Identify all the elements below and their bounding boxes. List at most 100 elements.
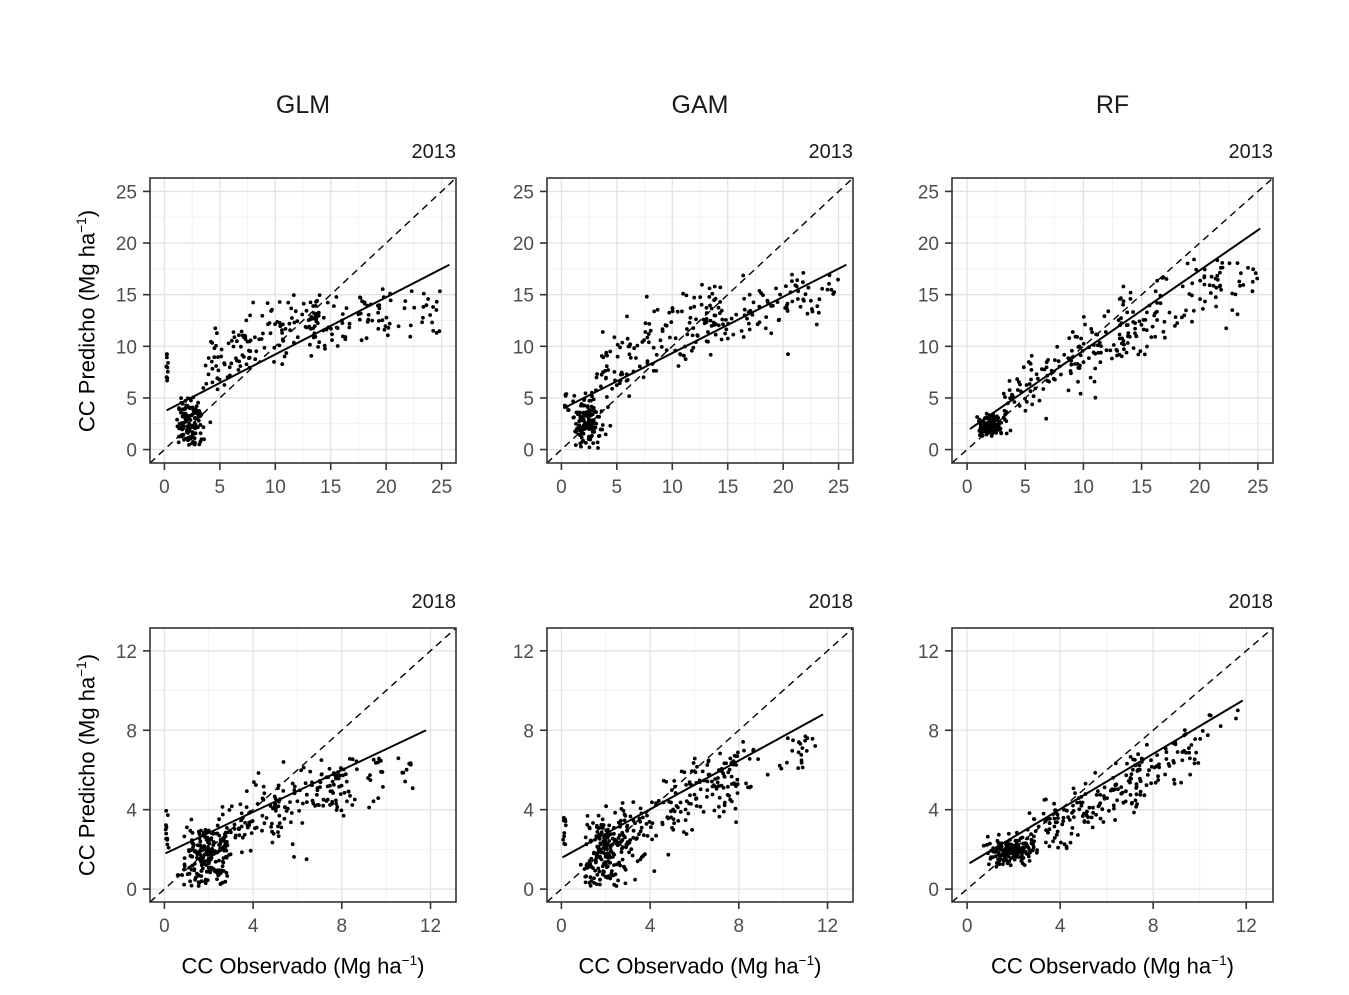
point — [688, 315, 693, 320]
y-tick-label: 8 — [928, 721, 939, 742]
point — [225, 826, 229, 830]
point — [327, 766, 332, 771]
point — [1044, 828, 1048, 832]
point — [663, 323, 668, 327]
point — [632, 346, 637, 351]
point — [1032, 834, 1036, 839]
point — [301, 801, 305, 806]
y-tick-label: 12 — [116, 642, 137, 663]
point — [625, 841, 630, 846]
point — [1094, 793, 1099, 797]
point — [988, 856, 993, 861]
point — [810, 736, 815, 741]
point — [713, 296, 718, 301]
point — [1121, 284, 1126, 289]
panel-glm-2013: 0 5 10 15 20 25 0 5 10 15 20 25 — [116, 177, 457, 498]
point — [376, 796, 381, 800]
point — [271, 831, 276, 836]
point — [675, 309, 680, 314]
x-axis-ticks: 0 5 10 15 20 25 — [159, 463, 452, 498]
point — [262, 821, 267, 826]
point — [1108, 348, 1113, 353]
point — [226, 341, 231, 346]
point — [644, 294, 649, 299]
point — [832, 290, 837, 294]
point — [1180, 284, 1185, 289]
regression-line — [165, 729, 427, 855]
point — [592, 876, 596, 881]
point — [1015, 377, 1020, 382]
point — [825, 287, 830, 292]
point — [242, 355, 246, 359]
point — [585, 814, 590, 818]
point — [687, 780, 692, 785]
point — [303, 781, 308, 786]
point — [165, 369, 170, 374]
point — [1021, 365, 1026, 370]
point — [239, 824, 244, 829]
point — [612, 863, 616, 867]
grid-minor — [952, 178, 1273, 463]
point — [1053, 358, 1057, 362]
point — [1152, 313, 1157, 318]
y-tick-label: 5 — [928, 389, 939, 410]
point — [1079, 336, 1083, 341]
point — [562, 831, 567, 835]
point — [227, 853, 231, 857]
point — [1127, 334, 1132, 339]
point — [1107, 808, 1111, 813]
panel-border — [951, 177, 1274, 464]
point — [1136, 752, 1140, 757]
point — [1062, 842, 1067, 847]
point — [610, 836, 615, 841]
point — [276, 783, 281, 788]
point — [325, 300, 330, 305]
point — [1077, 807, 1082, 812]
point — [998, 857, 1003, 862]
point — [1125, 323, 1130, 327]
point — [579, 444, 583, 449]
y-tick-label: 10 — [116, 337, 137, 358]
point — [608, 423, 613, 428]
point — [1173, 742, 1178, 747]
point — [322, 343, 327, 348]
point — [1013, 854, 1017, 859]
point — [1088, 375, 1093, 380]
point — [691, 345, 696, 350]
point — [1101, 820, 1106, 824]
point — [717, 814, 722, 819]
point — [784, 284, 788, 289]
point — [1132, 810, 1136, 815]
point — [1044, 840, 1048, 845]
x-tick-label: 20 — [773, 477, 794, 498]
point — [1021, 850, 1025, 855]
point — [230, 338, 234, 343]
x-axis-ticks: 0 4 8 12 — [962, 902, 1257, 937]
point — [620, 372, 625, 377]
point — [181, 426, 185, 430]
point — [1214, 304, 1218, 309]
point — [276, 804, 281, 809]
x-tick-label: 10 — [1073, 477, 1094, 498]
point — [1129, 772, 1134, 777]
y-tick-label: 20 — [513, 234, 534, 255]
point — [1056, 845, 1060, 850]
y-tick-label: 25 — [918, 182, 939, 203]
x-tick-label: 0 — [556, 477, 567, 498]
identity-line — [149, 627, 457, 903]
y-tick-label: 5 — [523, 389, 534, 410]
point — [223, 830, 228, 835]
point — [207, 841, 212, 846]
point — [370, 318, 375, 323]
point — [668, 335, 672, 340]
point — [381, 785, 385, 789]
point — [629, 847, 634, 851]
point — [1027, 859, 1032, 863]
x-tick-label: 15 — [320, 477, 341, 498]
point — [1029, 368, 1034, 372]
point — [1129, 801, 1134, 806]
point — [678, 352, 682, 356]
point — [654, 369, 659, 373]
x-axis-title-col-gam: CC Observado (Mg ha−1) — [547, 946, 853, 978]
x-tick-label: 12 — [420, 916, 441, 937]
